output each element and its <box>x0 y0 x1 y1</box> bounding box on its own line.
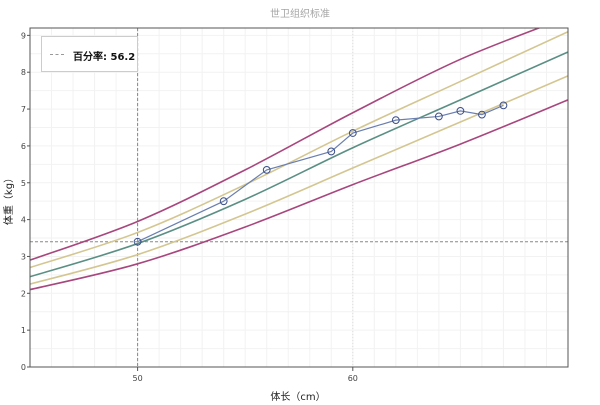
chart-title: 世卫组织标准 <box>270 9 330 20</box>
y-tick-label: 7 <box>21 105 26 114</box>
y-tick-label: 2 <box>21 289 26 298</box>
measurement-point <box>499 101 508 110</box>
legend-label: 百分率: 56.2 <box>73 52 136 63</box>
percentile-curve-1 <box>30 30 568 269</box>
measurement-point <box>348 129 357 137</box>
x-axis-label: 体长（cm） <box>270 391 325 403</box>
percentile-curve-2 <box>30 51 568 278</box>
y-tick-label: 4 <box>21 216 26 225</box>
percentile-curve-4 <box>30 99 568 291</box>
legend-swatch <box>50 54 64 55</box>
y-tick-label: 3 <box>21 252 26 261</box>
y-tick-label: 6 <box>21 142 26 151</box>
y-tick-label: 1 <box>21 326 26 335</box>
reference-lines <box>30 28 568 367</box>
x-tick-label: 50 <box>133 374 143 383</box>
measurement-point <box>478 110 486 119</box>
axis-layer: 50 60 0 1 2 3 4 5 6 7 8 9 <box>21 27 569 383</box>
y-tick-label: 9 <box>21 31 26 40</box>
y-tick-label: 5 <box>21 179 26 188</box>
measurement-point <box>219 197 228 206</box>
legend: 百分率: 56.2 <box>41 36 138 72</box>
measurement-point <box>434 112 443 121</box>
x-tick-label: 60 <box>348 374 358 383</box>
measurement-line <box>137 104 504 243</box>
measurement-point <box>327 147 336 156</box>
y-axis-label: 体重（kg） <box>2 173 15 225</box>
percentile-curve-3 <box>30 75 568 285</box>
series-layer <box>30 28 568 291</box>
grid-layer <box>29 28 569 368</box>
measurement-point <box>262 165 271 174</box>
measurement-point <box>456 107 465 115</box>
measurement-point <box>391 116 400 125</box>
y-tick-label: 0 <box>21 363 26 372</box>
plot-frame <box>29 27 569 368</box>
percentile-curve-0 <box>30 28 542 261</box>
measurement-point <box>133 237 142 246</box>
y-tick-label: 8 <box>21 68 26 77</box>
